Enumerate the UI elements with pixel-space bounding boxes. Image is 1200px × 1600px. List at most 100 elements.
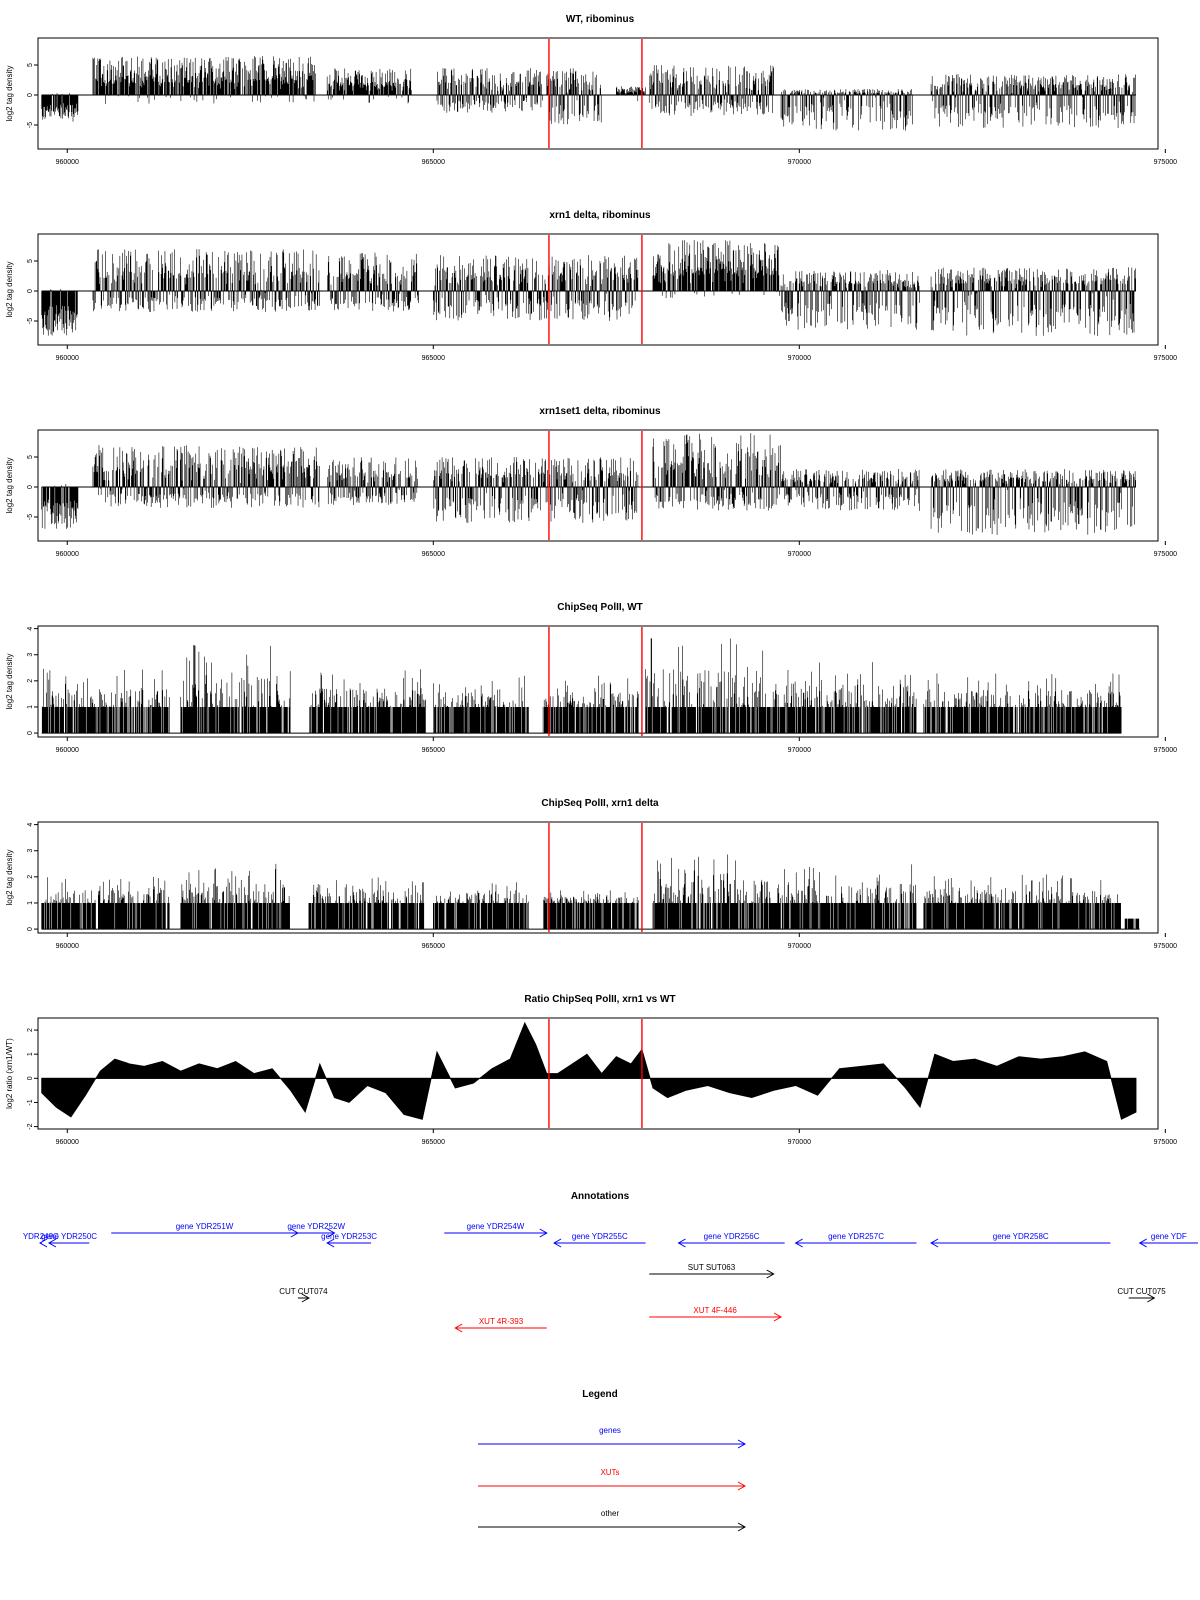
x-tick-label: 975000 <box>1154 355 1177 362</box>
annotation-label: gene YDR253C <box>321 1232 377 1241</box>
panel-title: xrn1 delta, ribominus <box>549 210 651 221</box>
y-tick-label: -1 <box>27 1099 34 1105</box>
x-tick-label: 965000 <box>422 159 445 166</box>
legend-arrow <box>478 1522 747 1532</box>
annotation-label: gene YDR251W <box>176 1222 234 1231</box>
data-bars <box>41 638 1122 734</box>
y-tick-label: 0 <box>27 93 34 97</box>
annotation-item: gene YDR252W <box>287 1222 345 1238</box>
annotation-label: gene YDF <box>1151 1232 1187 1241</box>
panel-4: ChipSeq PolII, WT log2 tag density 0 1 2 3 4 96… <box>5 602 1177 754</box>
arrow-head <box>290 1228 299 1238</box>
annotation-item: YDR249C <box>23 1232 59 1248</box>
annotation-label: gene YDR252W <box>287 1222 345 1231</box>
arrow-head <box>327 1228 336 1238</box>
annotation-arrow <box>38 1238 48 1248</box>
x-tick-label: 970000 <box>788 355 811 362</box>
annotation-item: CUT CUT074 <box>279 1287 328 1303</box>
arrow-head <box>38 1238 48 1248</box>
annotation-label: gene YDR258C <box>993 1232 1049 1241</box>
panel-5: ChipSeq PolII, xrn1 delta log2 tag densit… <box>5 798 1177 950</box>
x-tick-label: 970000 <box>788 747 811 754</box>
legend-label: other <box>601 1509 620 1518</box>
x-tick-label: 965000 <box>422 551 445 558</box>
y-tick-label: -5 <box>27 318 34 324</box>
y-tick-label: 2 <box>27 1028 34 1032</box>
x-tick-label: 975000 <box>1154 943 1177 950</box>
annotation-label: gene YDR257C <box>828 1232 884 1241</box>
legend-panel: Legend genes XUTs other <box>478 1389 747 1532</box>
y-tick-label: 0 <box>27 1076 34 1080</box>
y-tick-label: 4 <box>27 823 34 827</box>
legend-label: genes <box>599 1426 621 1435</box>
plot-area <box>41 1019 1137 1128</box>
x-tick-label: 965000 <box>422 355 445 362</box>
plot-frame <box>37 37 1159 150</box>
arrow-head <box>737 1522 747 1532</box>
y-axis-label: log2 ratio (xrn1/WT) <box>5 1038 14 1109</box>
annotation-arrow <box>444 1228 548 1238</box>
annotation-label: gene YDR254W <box>467 1222 525 1231</box>
y-tick-label: -5 <box>27 514 34 520</box>
annotation-label: gene YDR250C <box>41 1232 97 1241</box>
annotation-arrow <box>111 1228 299 1238</box>
y-tick-label: 2 <box>27 875 34 879</box>
arrow-head <box>553 1238 562 1248</box>
plot-area <box>41 235 1137 344</box>
annotation-label: gene YDR256C <box>704 1232 760 1241</box>
x-tick-label: 960000 <box>56 747 79 754</box>
y-tick-label: -5 <box>27 122 34 128</box>
annotation-arrow <box>649 1312 783 1322</box>
legend-arrow <box>478 1481 747 1491</box>
panel-title: ChipSeq PolII, xrn1 delta <box>541 798 659 809</box>
x-tick-label: 970000 <box>788 159 811 166</box>
annotation-label: YDR249C <box>23 1232 59 1241</box>
y-axis-label: log2 tag density <box>5 849 14 905</box>
y-tick-label: 0 <box>27 731 34 735</box>
y-axis-label: log2 tag density <box>5 653 14 709</box>
x-tick-label: 975000 <box>1154 747 1177 754</box>
annotation-item: CUT CUT075 <box>1117 1287 1166 1303</box>
annotation-arrow <box>454 1323 547 1333</box>
panel-title: xrn1set1 delta, ribominus <box>539 406 661 417</box>
panel-3: xrn1set1 delta, ribominus log2 tag densit… <box>5 406 1177 558</box>
arrow-head <box>766 1269 775 1279</box>
x-tick-label: 960000 <box>56 159 79 166</box>
y-tick-label: 1 <box>27 705 34 709</box>
legend-item-1: genes <box>478 1426 747 1449</box>
annotation-arrow <box>649 1269 775 1279</box>
annotation-item: gene YDR251W <box>111 1222 299 1238</box>
y-tick-label: 5 <box>27 63 34 67</box>
arrow-head <box>737 1481 747 1491</box>
y-tick-label: 1 <box>27 901 34 905</box>
arrow-head <box>326 1238 335 1248</box>
arrow-head <box>301 1293 310 1303</box>
x-tick-label: 965000 <box>422 747 445 754</box>
y-tick-label: 2 <box>27 679 34 683</box>
plot-frame <box>37 821 1159 934</box>
x-tick-label: 975000 <box>1154 159 1177 166</box>
arrow-head <box>773 1312 783 1322</box>
annotation-item: gene YDR258C <box>930 1232 1111 1248</box>
annotation-arrow <box>677 1238 785 1248</box>
annotation-item: gene YDR254W <box>444 1222 548 1238</box>
x-tick-label: 960000 <box>56 355 79 362</box>
x-tick-label: 960000 <box>56 1139 79 1146</box>
arrow-head <box>1138 1238 1147 1248</box>
plot-area <box>41 431 1137 540</box>
y-axis-label: log2 tag density <box>5 261 14 317</box>
plot-area <box>41 823 1140 932</box>
annotation-arrow <box>297 1293 310 1303</box>
annotation-item: XUT 4R-393 <box>454 1317 547 1333</box>
panel-title: Ratio ChipSeq PolII, xrn1 vs WT <box>524 994 675 1005</box>
y-tick-label: 1 <box>27 1052 34 1056</box>
annotation-arrow <box>1138 1238 1198 1248</box>
annotation-item: gene YDR257C <box>794 1232 917 1248</box>
annotation-item: gene YDR253C <box>321 1232 377 1248</box>
y-tick-label: 4 <box>27 627 34 631</box>
plot-area <box>41 627 1122 736</box>
plot-area <box>41 39 1137 148</box>
arrow-head <box>1147 1293 1156 1303</box>
annotation-arrow <box>297 1228 336 1238</box>
